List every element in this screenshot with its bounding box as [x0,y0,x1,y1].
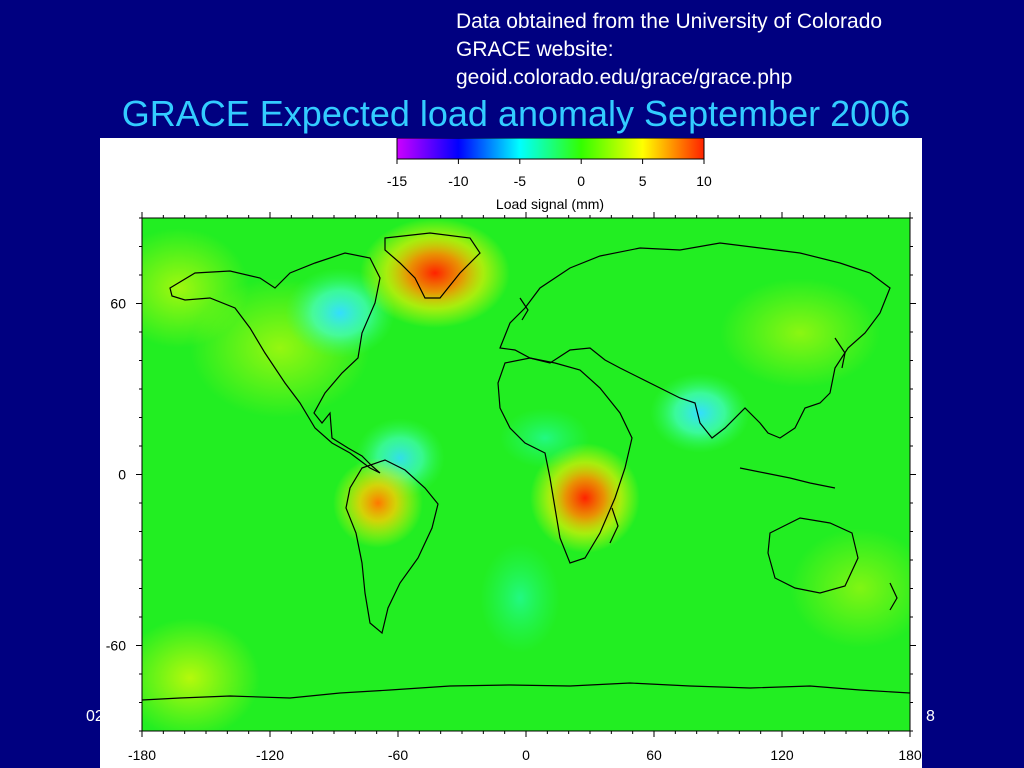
coast-south-america [345,459,439,635]
anomaly-south-pacific [142,618,260,731]
anomaly-ganges [650,373,750,453]
coast-new-zealand [889,582,898,611]
anomaly-south-atlantic [480,543,560,653]
footer-page-number: 8 [926,708,935,725]
footer-date-fragment: 02 [86,708,104,725]
coast-north-america [169,252,381,474]
x-axis-tick-label: -60 [388,747,408,763]
coast-uk [519,297,529,321]
colorbar-tick-label: -15 [387,173,407,189]
coast-europe-asia [499,242,891,439]
coast-greenland [384,232,481,299]
x-axis-tick-label: 0 [522,747,530,763]
anomaly-east-asia [720,278,880,388]
x-axis-tick-label: -120 [256,747,284,763]
load-anomaly-map: -180 -120 -60 0 60 120 180 60 0 -60 [106,212,922,763]
colorbar-tick-label: 0 [577,173,585,189]
y-axis-tick-label: 60 [110,296,126,312]
data-source-credit: Data obtained from the University of Col… [456,8,1016,92]
credit-line-2: GRACE website: [456,38,614,61]
anomaly-west-africa [500,408,590,468]
colorbar: -15 -10 -5 0 5 10 Load signal (mm) [387,138,712,212]
coastlines [142,232,910,701]
coast-indonesia [739,467,836,489]
anomaly-greenland [360,218,510,328]
coast-japan [834,337,846,369]
y-axis-tick-label: 0 [118,467,126,483]
x-axis-tick-label: 180 [898,747,922,763]
colorbar-tick-label: -5 [514,173,527,189]
anomaly-amazon [333,458,423,548]
x-axis-tick-label: 120 [770,747,794,763]
x-axis-tick-label: 60 [646,747,662,763]
x-axis-labels: -180 -120 -60 0 60 120 180 [128,747,922,763]
y-axis-tick-label: -60 [106,638,126,654]
colorbar-label: Load signal (mm) [496,196,604,212]
coast-madagascar [609,507,619,544]
credit-line-1: Data obtained from the University of Col… [456,10,883,33]
coast-australia [767,517,859,594]
colorbar-tick-label: 10 [696,173,712,189]
x-axis-tick-label: -180 [128,747,156,763]
colorbar-strip [396,138,705,160]
anomaly-pacific [790,528,910,648]
coast-antarctica [142,682,910,701]
credit-url: geoid.colorado.edu/grace/grace.php [456,66,793,89]
y-axis-labels: 60 0 -60 [106,296,126,654]
map-figure: -15 -10 -5 0 5 10 Load signal (mm) [100,138,922,768]
colorbar-tick-label: 5 [639,173,647,189]
axis-tick-marks [136,212,916,737]
anomaly-field [142,218,910,731]
colorbar-tick-label: -10 [448,173,468,189]
colorbar-ticks: -15 -10 -5 0 5 10 [387,159,712,189]
map-svg: -15 -10 -5 0 5 10 Load signal (mm) [106,138,922,763]
coast-africa [497,357,633,564]
slide-title: GRACE Expected load anomaly September 20… [121,93,911,134]
